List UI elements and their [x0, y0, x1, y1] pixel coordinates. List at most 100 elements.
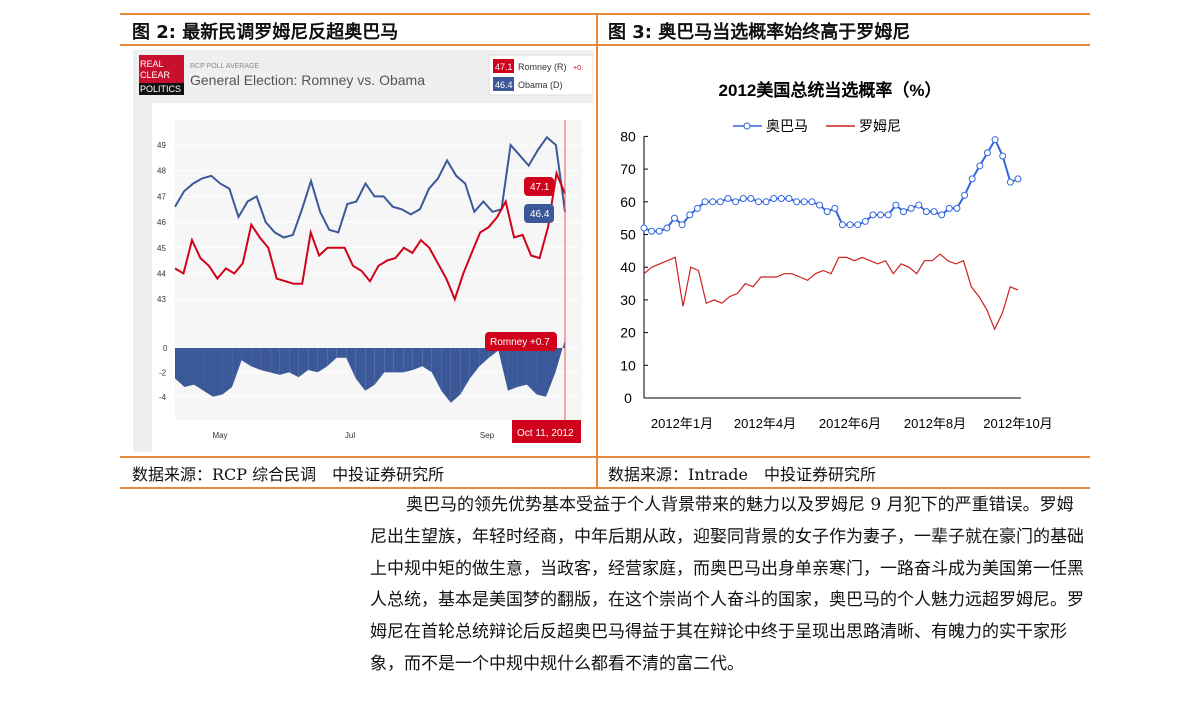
data-point — [686, 211, 694, 219]
spread-tick-label: -2 — [159, 368, 167, 377]
chart-title: 2012美国总统当选概率（%） — [719, 80, 942, 100]
figure2-source: 数据来源：RCP 综合民调 中投证券研究所 — [132, 465, 445, 484]
spread-area-segment — [526, 348, 537, 395]
y-tick-label: 30 — [620, 292, 636, 308]
logo-text: POLITICS — [140, 84, 181, 94]
spread-area-segment — [213, 348, 223, 397]
x-tick-label: Jul — [345, 431, 355, 440]
spread-area-segment — [441, 348, 451, 403]
spread-area-segment — [289, 348, 299, 378]
spread-area-segment — [384, 348, 394, 373]
data-point — [754, 198, 762, 206]
bottom-rule — [120, 487, 1090, 489]
data-point — [953, 204, 961, 212]
spread-area-segment — [517, 348, 527, 388]
spread-tick-label: 0 — [163, 344, 168, 353]
data-point — [709, 198, 717, 206]
data-point — [991, 136, 999, 144]
y-tick-label: 47 — [157, 192, 166, 201]
y-tick-label: 20 — [620, 325, 636, 341]
series-line-obama — [643, 137, 1019, 233]
y-tick-label: 49 — [157, 141, 166, 150]
y-tick-label: 50 — [620, 227, 636, 243]
romney-current-label: 47.1 — [530, 182, 550, 193]
data-point — [1006, 178, 1014, 186]
data-point — [892, 201, 900, 209]
data-point — [930, 208, 938, 216]
spread-area-segment — [232, 348, 242, 388]
spread-area-segment — [536, 348, 546, 397]
spread-area-segment — [260, 348, 271, 373]
legend-obama: 奥巴马 — [766, 118, 808, 134]
intrade-chart: 2012美国总统当选概率（%） 奥巴马 罗姆尼 0 10 20 30 40 50 60 70 8… — [620, 80, 1052, 431]
x-tick-label: 2012年10月 — [983, 416, 1052, 431]
y-tick-label: 48 — [157, 167, 166, 176]
spread-area-segment — [241, 348, 252, 367]
spread-area-segment — [403, 348, 413, 373]
chart-kicker: RCP POLL AVERAGE — [190, 63, 259, 70]
series-line-romney — [174, 169, 566, 303]
data-point — [961, 191, 969, 199]
series-line-obama — [174, 135, 566, 239]
data-point — [648, 227, 656, 235]
data-point — [739, 195, 747, 203]
legend-obama: Obama (D) — [518, 80, 563, 90]
data-point — [671, 214, 679, 222]
data-point — [701, 198, 709, 206]
data-point — [831, 204, 839, 212]
y-tick-label: 43 — [157, 295, 166, 304]
spread-area-segment — [222, 348, 233, 395]
data-point — [976, 162, 984, 170]
spread-area-segment — [431, 348, 442, 391]
spread-label: Romney +0.7 — [490, 337, 550, 348]
data-point — [938, 211, 946, 219]
column-divider — [596, 13, 598, 489]
data-point — [922, 208, 930, 216]
y-tick-label: 45 — [157, 244, 166, 253]
x-tick-label: 2012年6月 — [819, 416, 881, 431]
header-rule — [120, 44, 1090, 46]
data-point — [846, 221, 854, 229]
data-point — [1014, 175, 1022, 183]
spread-area-segment — [479, 348, 489, 367]
data-point — [915, 201, 923, 209]
data-point — [777, 195, 785, 203]
spread-area-segment — [279, 348, 290, 375]
y-tick-label: 60 — [620, 194, 636, 210]
chart-title: General Election: Romney vs. Obama — [190, 72, 425, 88]
data-point — [762, 198, 770, 206]
spread-area-segment — [194, 348, 204, 391]
spread-area-segment — [308, 348, 318, 373]
data-point — [785, 195, 793, 203]
spread-area-segment — [365, 348, 375, 391]
y-tick-label: 70 — [620, 161, 636, 177]
data-point — [732, 198, 740, 206]
obama-current-label: 46.4 — [530, 209, 550, 220]
y-tick-label: 44 — [157, 270, 166, 279]
data-point — [877, 211, 885, 219]
spread-area-segment — [498, 348, 508, 391]
spread-area-segment — [460, 348, 470, 395]
data-point — [838, 221, 846, 229]
spread-area-segment — [270, 348, 280, 375]
legend-romney: Romney (R) — [518, 62, 567, 72]
y-tick-label: 0 — [624, 390, 632, 406]
spread-area-segment — [412, 348, 423, 370]
y-tick-label: 10 — [620, 357, 636, 373]
y-tick-label: 80 — [620, 128, 636, 144]
legend-romney: 罗姆尼 — [859, 118, 901, 134]
spread-area-segment — [175, 348, 185, 388]
spread-area-segment — [251, 348, 261, 370]
spread-tick-label: -4 — [159, 393, 167, 402]
data-point — [968, 175, 976, 183]
spread-area-segment — [545, 348, 556, 397]
data-point — [854, 221, 862, 229]
data-point — [884, 211, 892, 219]
data-point — [900, 208, 908, 216]
legend-romney-change: +0. — [573, 65, 583, 72]
data-point — [907, 204, 915, 212]
data-point — [693, 204, 701, 212]
data-point — [747, 195, 755, 203]
spread-area-segment — [336, 348, 347, 358]
date-label: Oct 11, 2012 — [517, 428, 574, 439]
